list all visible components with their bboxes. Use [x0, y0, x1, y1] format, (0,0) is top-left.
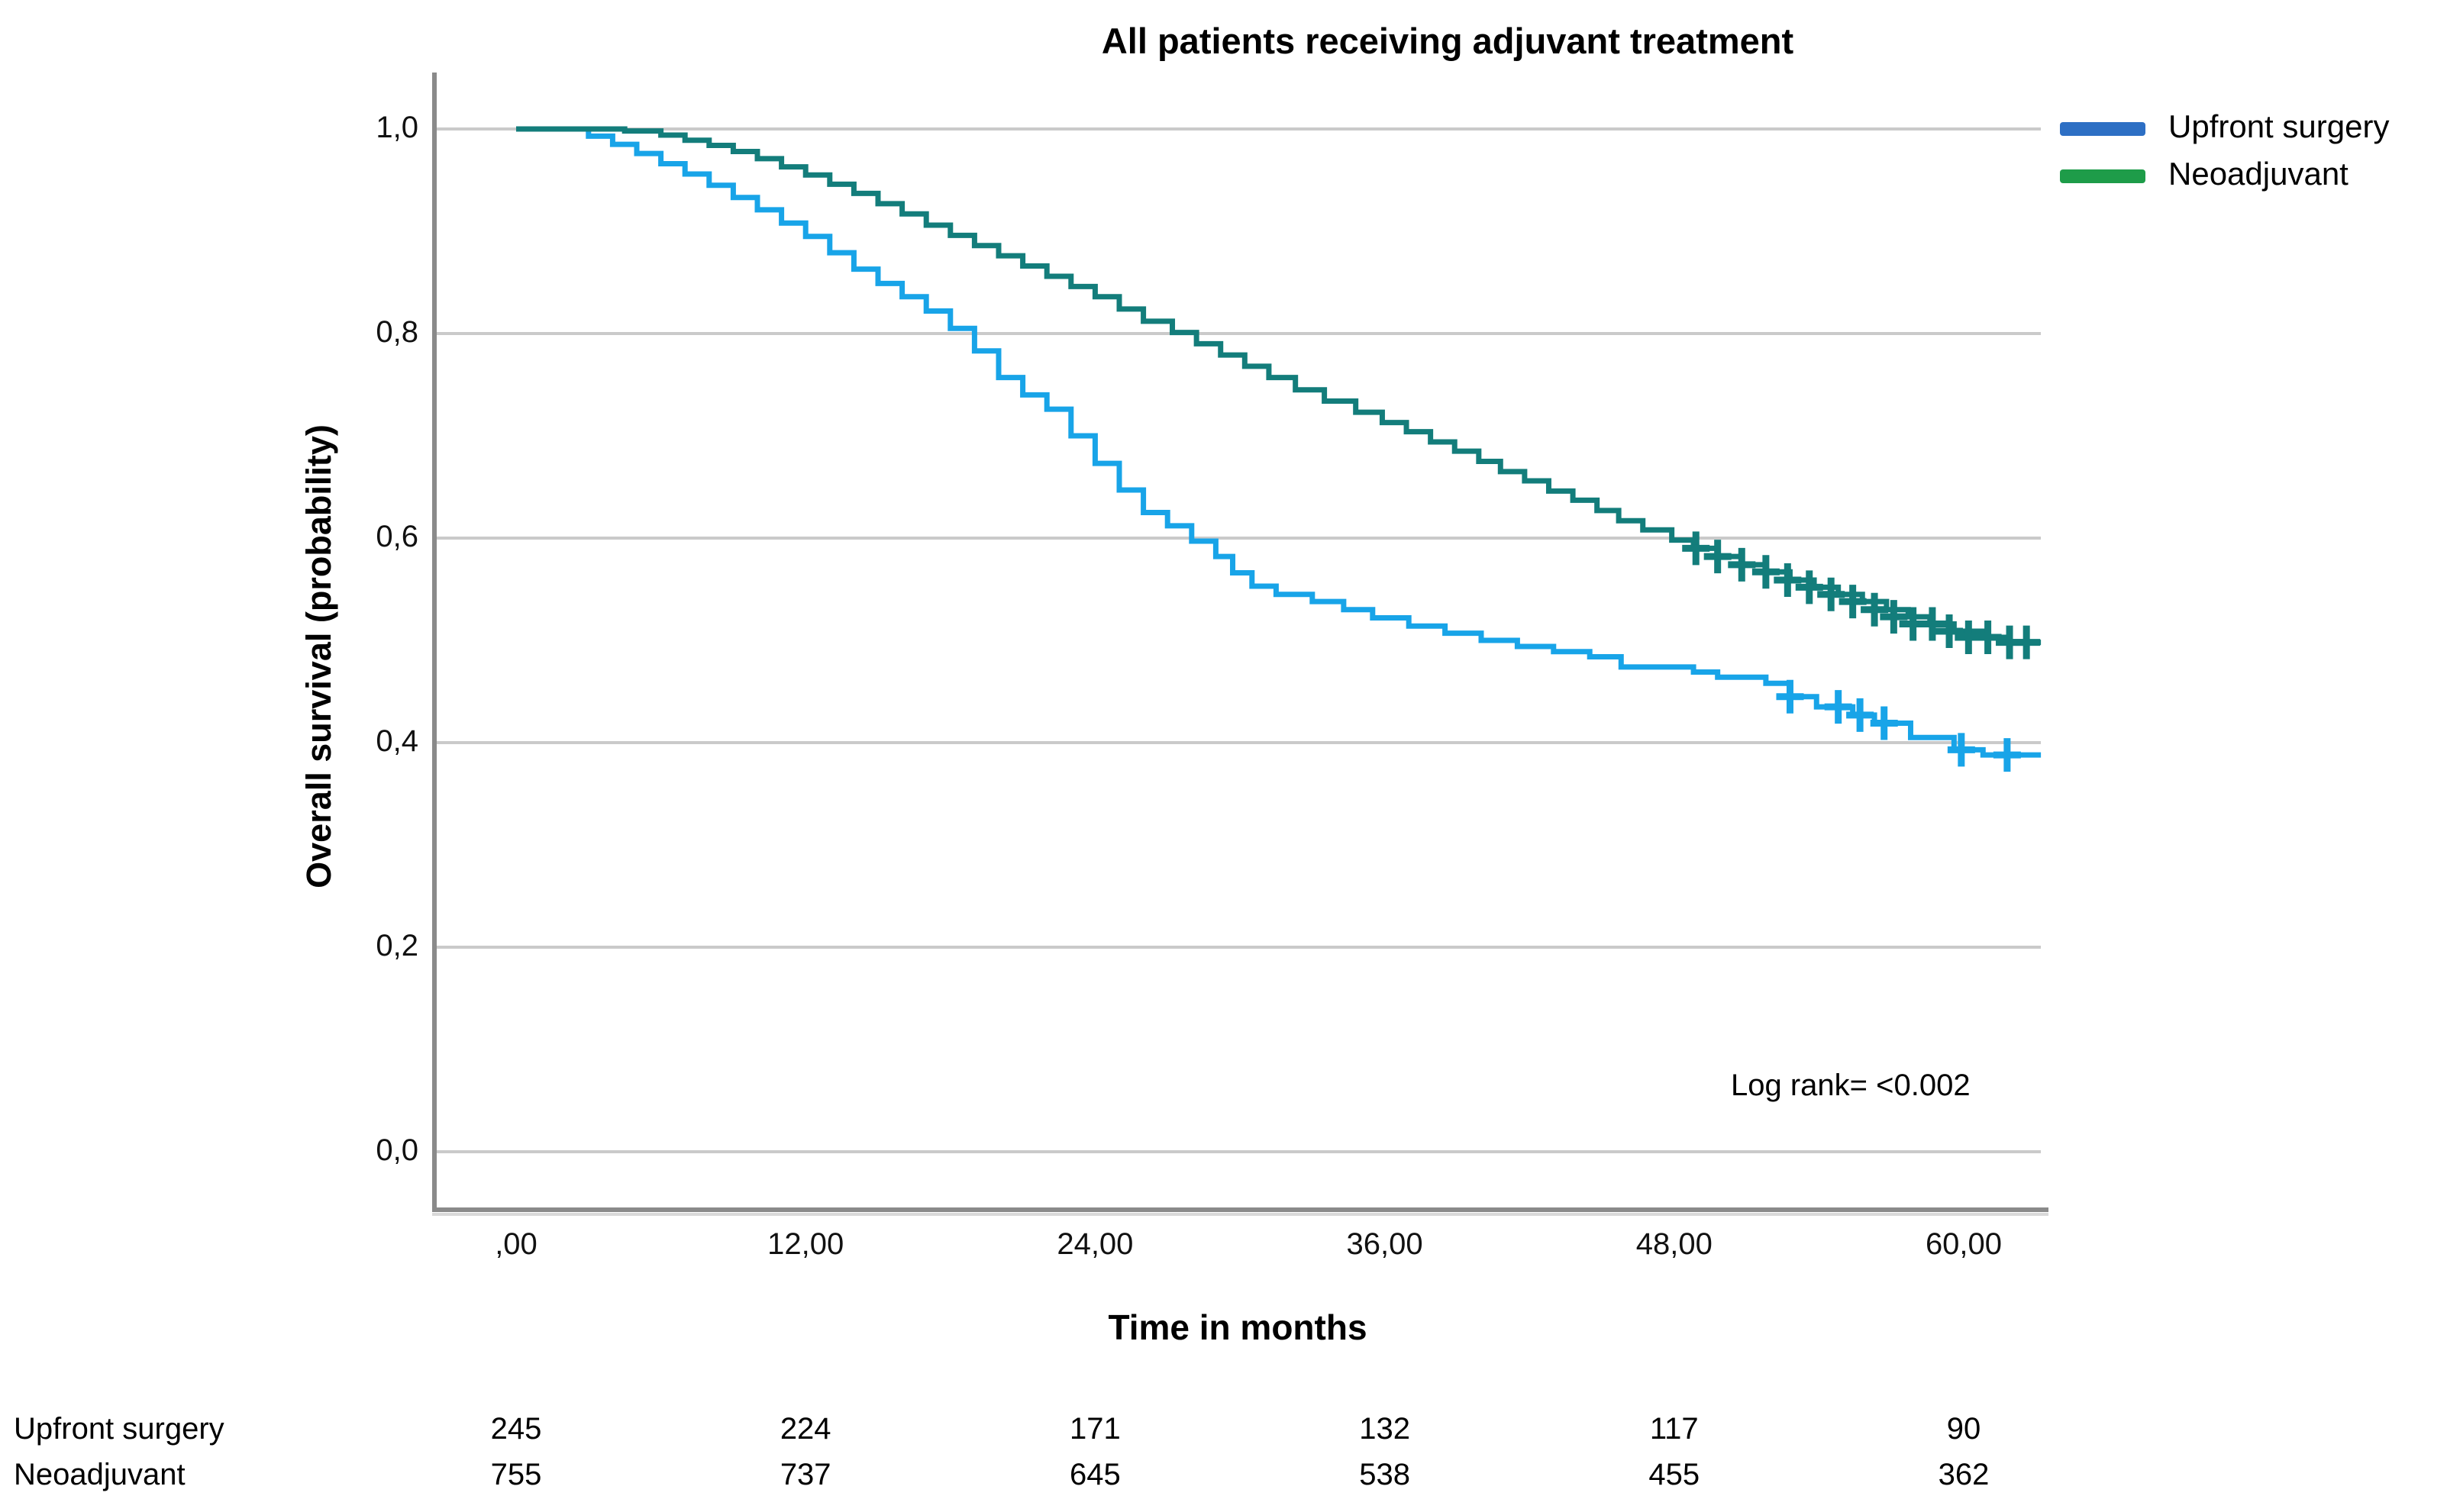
- x-tick-label: 36,00: [1346, 1227, 1423, 1261]
- x-tick-label: 60,00: [1925, 1227, 2003, 1261]
- y-tick-label: 0,6: [376, 520, 418, 553]
- risk-count: 362: [1938, 1458, 1990, 1491]
- risk-count: 90: [1946, 1412, 1981, 1446]
- risk-count: 171: [1070, 1412, 1121, 1446]
- chart-title: All patients receiving adjuvant treatmen…: [1101, 21, 1794, 61]
- y-tick-label: 0,8: [376, 315, 418, 349]
- legend-swatch-neoadjuvant: [2060, 169, 2145, 183]
- risk-count: 538: [1359, 1458, 1410, 1491]
- risk-count: 132: [1359, 1412, 1410, 1446]
- log-rank-annotation: Log rank= <0.002: [1731, 1069, 1971, 1102]
- risk-count: 224: [780, 1412, 831, 1446]
- legend-label-neoadjuvant: Neoadjuvant: [2168, 156, 2349, 192]
- y-axis-title: Overall survival (probability): [299, 424, 338, 888]
- y-tick-label: 1,0: [376, 111, 418, 144]
- risk-row-label-neoadjuvant: Neoadjuvant: [14, 1458, 186, 1491]
- risk-count: 755: [490, 1458, 542, 1491]
- risk-count: 455: [1648, 1458, 1700, 1491]
- y-tick-label: 0,4: [376, 724, 418, 758]
- y-tick-label: 0,2: [376, 929, 418, 962]
- survival-curve-upfront-surgery: [516, 126, 2042, 758]
- legend-label-upfront-surgery: Upfront surgery: [2168, 108, 2390, 144]
- risk-count: 117: [1649, 1412, 1699, 1446]
- x-tick-label: 24,00: [1057, 1227, 1134, 1261]
- risk-count: 737: [780, 1458, 831, 1491]
- risk-count: 245: [490, 1412, 542, 1446]
- x-axis-title: Time in months: [1108, 1307, 1367, 1347]
- y-tick-label: 0,0: [376, 1133, 418, 1167]
- x-tick-label: 48,00: [1635, 1227, 1713, 1261]
- survival-curve-neoadjuvant: [516, 126, 2042, 646]
- x-tick-label: 12,00: [767, 1227, 844, 1261]
- legend-swatch-upfront-surgery: [2060, 122, 2145, 136]
- risk-row-label-upfront-surgery: Upfront surgery: [14, 1412, 224, 1446]
- risk-count: 645: [1070, 1458, 1121, 1491]
- x-tick-label: ,00: [495, 1227, 538, 1261]
